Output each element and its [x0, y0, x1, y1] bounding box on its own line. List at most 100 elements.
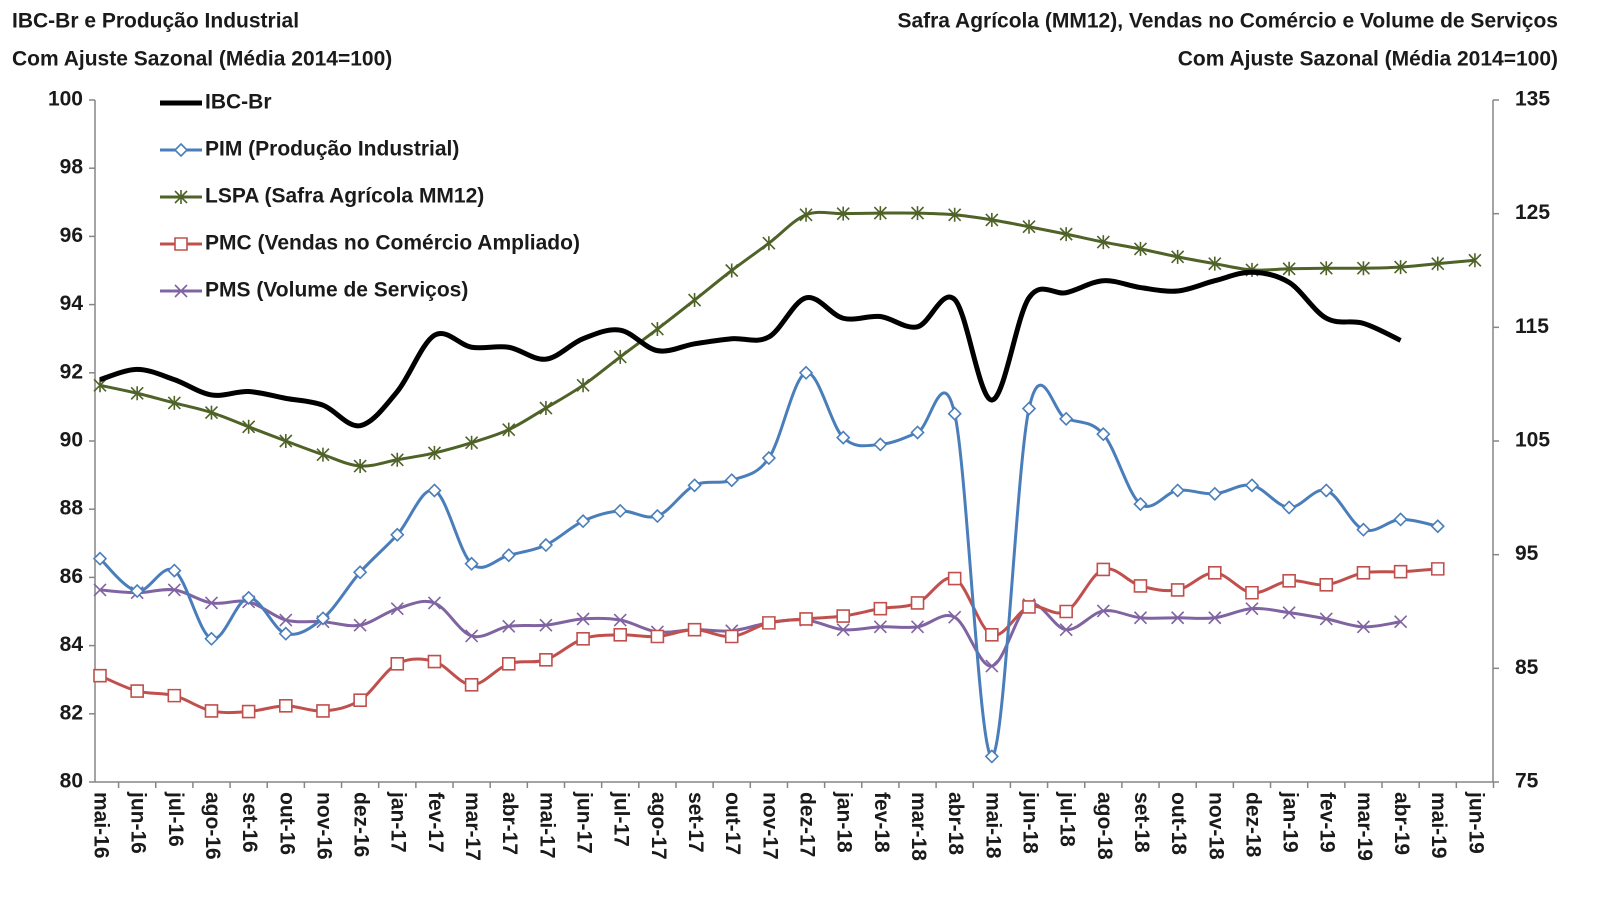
marker: [1245, 602, 1259, 616]
y2-title: Safra Agrícola (MM12), Vendas no Comérci…: [897, 10, 1558, 33]
marker: [762, 616, 776, 630]
marker: [316, 447, 330, 462]
marker: [501, 656, 516, 671]
marker: [947, 406, 962, 421]
y2-tick-label: 85: [1515, 656, 1539, 679]
marker: [1208, 566, 1222, 580]
y-tick-label: 94: [60, 292, 84, 315]
marker: [873, 620, 887, 634]
marker: [241, 590, 256, 605]
marker: [174, 190, 188, 204]
marker: [799, 612, 813, 626]
marker: [798, 365, 814, 380]
x-tick-label: fev-19: [1316, 792, 1339, 853]
x-tick-label: nov-18: [1204, 792, 1227, 860]
marker: [1356, 261, 1371, 276]
x-tick-label: nov-16: [312, 792, 335, 860]
marker: [353, 618, 367, 632]
marker: [687, 622, 702, 637]
marker: [1319, 483, 1334, 498]
series-line: [98, 371, 1439, 758]
marker: [204, 631, 219, 646]
y-title: IBC-Br e Produção Industrial: [12, 10, 299, 33]
marker: [315, 611, 331, 626]
marker: [873, 206, 887, 221]
marker: [910, 425, 925, 440]
marker: [613, 628, 628, 642]
marker: [724, 473, 739, 488]
marker: [242, 419, 256, 434]
marker: [1059, 411, 1074, 426]
marker: [92, 551, 108, 566]
marker: [1133, 579, 1148, 593]
x-tick-label: abr-18: [944, 792, 967, 855]
marker: [353, 459, 367, 474]
marker: [352, 565, 368, 580]
marker: [427, 596, 442, 610]
marker: [910, 206, 925, 221]
marker: [761, 450, 777, 466]
x-tick-label: jul-18: [1056, 791, 1079, 847]
marker: [836, 623, 850, 637]
marker: [836, 609, 850, 623]
y-tick-label: 82: [60, 701, 83, 724]
marker: [1096, 427, 1111, 442]
marker: [539, 401, 553, 416]
x-tick-label: jun-17: [573, 791, 596, 854]
x-tick-label: mar-19: [1353, 792, 1376, 861]
y-title: Com Ajuste Sazonal (Média 2014=100): [12, 48, 392, 71]
marker: [204, 405, 219, 420]
marker: [167, 395, 181, 410]
y2-tick-label: 115: [1515, 315, 1549, 338]
marker: [130, 386, 144, 401]
marker: [1282, 606, 1296, 620]
marker: [1096, 562, 1111, 577]
marker: [650, 629, 665, 644]
marker: [465, 629, 479, 643]
x-tick-label: set-18: [1130, 792, 1153, 853]
marker: [464, 678, 479, 692]
y-tick-label: 96: [60, 224, 83, 247]
marker: [1356, 620, 1371, 634]
marker: [613, 613, 627, 627]
marker: [576, 631, 590, 646]
marker: [538, 537, 554, 553]
marker: [427, 483, 442, 498]
marker: [539, 618, 553, 632]
x-tick-label: mai-16: [89, 792, 112, 859]
marker: [1319, 577, 1334, 592]
x-tick-label: fev-18: [870, 792, 893, 853]
x-tick-label: fev-17: [424, 792, 447, 853]
marker: [1393, 512, 1408, 527]
x-tick-label: ago-16: [201, 792, 224, 860]
marker: [910, 596, 925, 610]
x-tick-label: jul-16: [164, 791, 187, 847]
marker: [576, 612, 590, 626]
y-tick-label: 86: [60, 565, 83, 588]
series-line: [99, 210, 1476, 468]
marker: [1096, 604, 1110, 618]
marker: [427, 445, 442, 460]
marker: [1208, 256, 1222, 271]
marker: [93, 378, 107, 393]
marker: [93, 583, 107, 597]
marker: [279, 613, 293, 627]
x-tick-label: set-16: [238, 792, 261, 853]
series-line: [99, 567, 1438, 715]
marker: [502, 422, 516, 437]
y2-tick-label: 105: [1515, 429, 1550, 452]
marker: [1356, 566, 1371, 580]
y-tick-label: 80: [60, 770, 83, 793]
marker: [985, 628, 999, 642]
marker: [1171, 611, 1185, 625]
marker: [724, 629, 739, 644]
marker: [1022, 600, 1036, 614]
marker: [1170, 583, 1185, 597]
marker: [613, 503, 628, 519]
marker: [1319, 612, 1333, 626]
marker: [167, 563, 182, 578]
marker: [687, 478, 702, 493]
x-tick-label: jul-17: [610, 791, 633, 847]
x-tick-label: dez-18: [1241, 792, 1264, 858]
marker: [576, 378, 590, 393]
